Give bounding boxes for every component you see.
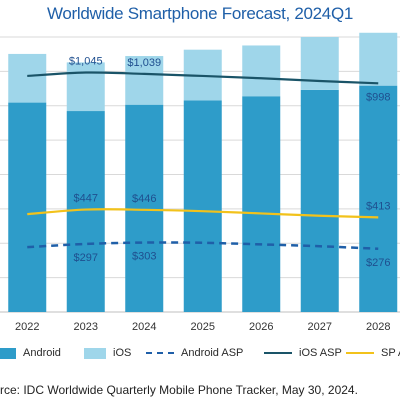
legend-swatch	[146, 352, 174, 354]
data-label-sp-asp-2028: $413	[366, 200, 390, 212]
x-tick-label: 2025	[191, 321, 215, 333]
chart-legend: Android iOS Android ASP iOS ASP SP A	[0, 344, 400, 362]
bar-android-2027	[300, 89, 339, 312]
data-label-ios-asp-2028: $998	[366, 91, 390, 103]
line-sp-asp	[27, 208, 379, 219]
bar-ios-2023	[66, 62, 105, 112]
x-tick-label: 2023	[74, 321, 98, 333]
data-label-android-asp-2024: $303	[132, 251, 156, 263]
legend-item-android-asp: Android ASP	[146, 344, 243, 362]
line-ios-asp	[27, 71, 379, 85]
data-label-sp-asp-2023: $447	[74, 193, 98, 205]
asp-lines	[27, 71, 379, 250]
legend-label: iOS	[113, 347, 132, 359]
legend-item-android: Android	[0, 344, 61, 362]
legend-item-ios-asp: iOS ASP	[264, 344, 342, 362]
data-label-sp-asp-2024: $446	[132, 193, 156, 205]
x-tick-label: 2027	[308, 321, 332, 333]
legend-label: iOS ASP	[299, 347, 342, 359]
bar-android-2028	[359, 85, 398, 313]
bar-android-2023	[66, 111, 105, 313]
legend-swatch	[0, 347, 16, 359]
line-android-asp	[27, 241, 379, 250]
bars	[8, 32, 398, 313]
bar-ios-2022	[8, 53, 47, 103]
bar-android-2026	[242, 96, 281, 312]
bar-ios-2026	[242, 45, 281, 97]
bar-ios-2028	[359, 32, 398, 86]
legend-item-sp-a: SP A	[346, 344, 400, 362]
legend-swatch	[84, 347, 106, 359]
data-label-android-asp-2028: $276	[366, 257, 390, 269]
bar-android-2022	[8, 102, 47, 312]
x-tick-label: 2028	[366, 321, 390, 333]
data-label-ios-asp-2024: $1,039	[127, 57, 161, 69]
legend-swatch	[346, 352, 374, 354]
bar-android-2025	[183, 100, 222, 312]
bar-android-2024	[125, 104, 164, 312]
legend-label: SP A	[381, 347, 400, 359]
legend-label: Android	[23, 347, 61, 359]
chart-title: Worldwide Smartphone Forecast, 2024Q1	[46, 4, 354, 23]
x-tick-label: 2024	[132, 321, 156, 333]
bar-ios-2024	[125, 56, 164, 105]
source-note: rce: IDC Worldwide Quarterly Mobile Phon…	[0, 383, 358, 397]
data-label-ios-asp-2023: $1,045	[69, 56, 103, 68]
x-axis: 2022 2023 2024 2025 2026 2027 2028	[15, 321, 390, 333]
legend-item-ios: iOS	[84, 344, 131, 362]
x-tick-label: 2022	[15, 321, 39, 333]
legend-swatch	[264, 352, 292, 354]
data-labels: $1,045 $1,039 $998 $447 $446 $413 $297 $303 $276	[69, 56, 391, 269]
data-label-android-asp-2023: $297	[74, 252, 98, 264]
x-tick-label: 2026	[249, 321, 273, 333]
legend-label: Android ASP	[181, 347, 244, 359]
